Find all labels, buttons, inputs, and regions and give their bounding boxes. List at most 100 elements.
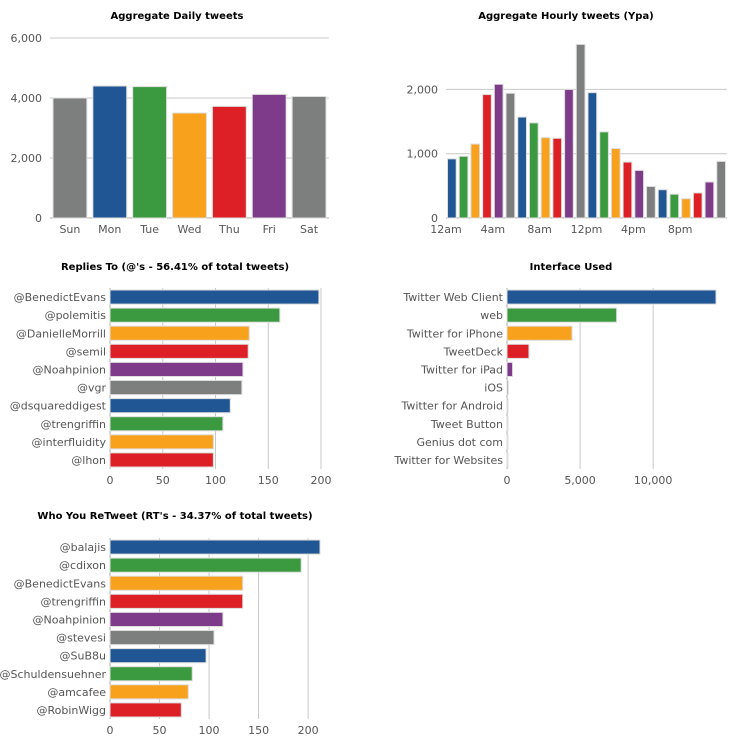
category-label: Tweet Button	[430, 418, 503, 431]
bar	[669, 193, 680, 219]
chart-title: Replies To (@'s - 56.41% of total tweets…	[61, 262, 289, 273]
y-tick-label: 1,000	[407, 148, 439, 161]
category-label: @Schuldensuehner	[0, 668, 106, 681]
retweets-svg: Who You ReTweet (RT's - 34.37% of total …	[0, 511, 321, 737]
bar	[622, 161, 633, 219]
x-tick-label: Thu	[218, 223, 240, 236]
x-tick-label: 4am	[481, 223, 505, 236]
bar	[506, 398, 509, 414]
bar	[109, 398, 231, 414]
bar	[528, 122, 539, 219]
bar	[109, 289, 320, 305]
bar	[109, 434, 214, 450]
y-tick-label: 4,000	[11, 92, 43, 105]
daily-tweets-svg: Aggregate Daily tweets 0 2,000 4,000 6,000 S…	[11, 11, 329, 236]
x-tick-label: 200	[311, 474, 332, 487]
bar	[704, 181, 715, 219]
x-tick-label: Mon	[98, 223, 121, 236]
bar	[109, 343, 249, 359]
replies-to-svg: Replies To (@'s - 56.41% of total tweets…	[10, 262, 332, 487]
bar	[109, 361, 244, 378]
bar	[92, 85, 128, 219]
x-tick-label: 12am	[430, 223, 461, 236]
bar	[109, 702, 182, 718]
bar	[251, 93, 287, 219]
category-label: Twitter for iPhone	[406, 327, 503, 340]
bar	[109, 648, 207, 664]
x-tick-label: 10,000	[634, 474, 673, 487]
bar	[599, 131, 609, 219]
bar	[172, 112, 207, 219]
x-tick-label: 8am	[527, 223, 551, 236]
category-label: @amcafee	[47, 686, 106, 699]
category-label: Twitter for Websites	[393, 454, 503, 467]
x-tick-label: 4pm	[621, 223, 646, 236]
bar	[610, 148, 621, 219]
category-label: @balajis	[60, 541, 107, 554]
hourly-tweets-chart: Aggregate Hourly tweets (Ypa) 0 1,000 2,00…	[380, 0, 731, 250]
bar	[447, 158, 457, 219]
category-label: Twitter for iPad	[420, 363, 503, 376]
bar	[646, 186, 656, 219]
bar	[132, 86, 168, 219]
x-tick-label: Fri	[263, 223, 276, 236]
bar	[575, 43, 586, 219]
hourly-tweets-svg: Aggregate Hourly tweets (Ypa) 0 1,000 2,00…	[407, 11, 727, 236]
category-label: @lhon	[71, 454, 106, 467]
category-label: web	[480, 309, 503, 322]
category-label: @interfluidity	[32, 436, 107, 449]
bar	[470, 143, 481, 219]
bar	[109, 380, 243, 396]
x-tick-label: 50	[156, 474, 170, 487]
bar	[564, 88, 574, 219]
bar	[109, 539, 321, 555]
bar	[506, 325, 573, 341]
category-label: @polemitis	[45, 309, 107, 322]
x-tick-label: 100	[205, 474, 226, 487]
replies-to-chart: Replies To (@'s - 56.41% of total tweets…	[0, 252, 345, 492]
chart-title: Who You ReTweet (RT's - 34.37% of total …	[37, 511, 312, 522]
chart-title: Interface Used	[530, 262, 613, 273]
bar	[587, 92, 598, 219]
bar	[692, 192, 703, 219]
bar	[506, 361, 514, 378]
bar	[109, 630, 215, 646]
bar	[109, 557, 302, 573]
category-label: @BenedictEvans	[14, 291, 107, 304]
y-tick-label: 0	[35, 212, 42, 225]
bar	[109, 593, 244, 609]
x-tick-label: 0	[504, 474, 511, 487]
x-tick-label: 0	[107, 474, 114, 487]
bar	[505, 92, 516, 219]
chart-title: Aggregate Hourly tweets (Ypa)	[478, 11, 654, 22]
x-tick-label: 8pm	[668, 223, 693, 236]
y-tick-label: 6,000	[11, 32, 43, 45]
x-tick-label: 12pm	[571, 223, 603, 236]
bar	[540, 137, 551, 219]
bar	[482, 94, 492, 219]
category-label: @BenedictEvans	[14, 577, 107, 590]
bar	[211, 105, 247, 219]
interface-used-svg: Interface Used 0 5,000 10,000 Twitter Web C…	[393, 262, 717, 487]
bar	[506, 416, 509, 432]
category-label: iOS	[484, 382, 503, 395]
bar	[506, 307, 618, 323]
category-label: @cdixon	[59, 559, 106, 572]
category-label: TweetDeck	[443, 345, 504, 358]
bar	[506, 289, 717, 305]
bar	[517, 116, 527, 219]
retweets-chart: Who You ReTweet (RT's - 34.37% of total …	[0, 500, 345, 746]
category-label: Genius dot com	[416, 436, 503, 449]
category-label: Twitter for Android	[400, 400, 503, 413]
x-tick-label: Sat	[300, 223, 319, 236]
bar	[109, 611, 224, 628]
category-label: @Noahpinion	[33, 613, 106, 626]
x-tick-label: 0	[107, 724, 114, 737]
x-tick-label: Tue	[139, 223, 159, 236]
x-tick-label: Sun	[59, 223, 80, 236]
bar	[109, 416, 224, 432]
x-tick-label: 50	[153, 724, 167, 737]
bar	[506, 380, 509, 396]
x-tick-label: 100	[199, 724, 220, 737]
bar	[291, 96, 327, 219]
